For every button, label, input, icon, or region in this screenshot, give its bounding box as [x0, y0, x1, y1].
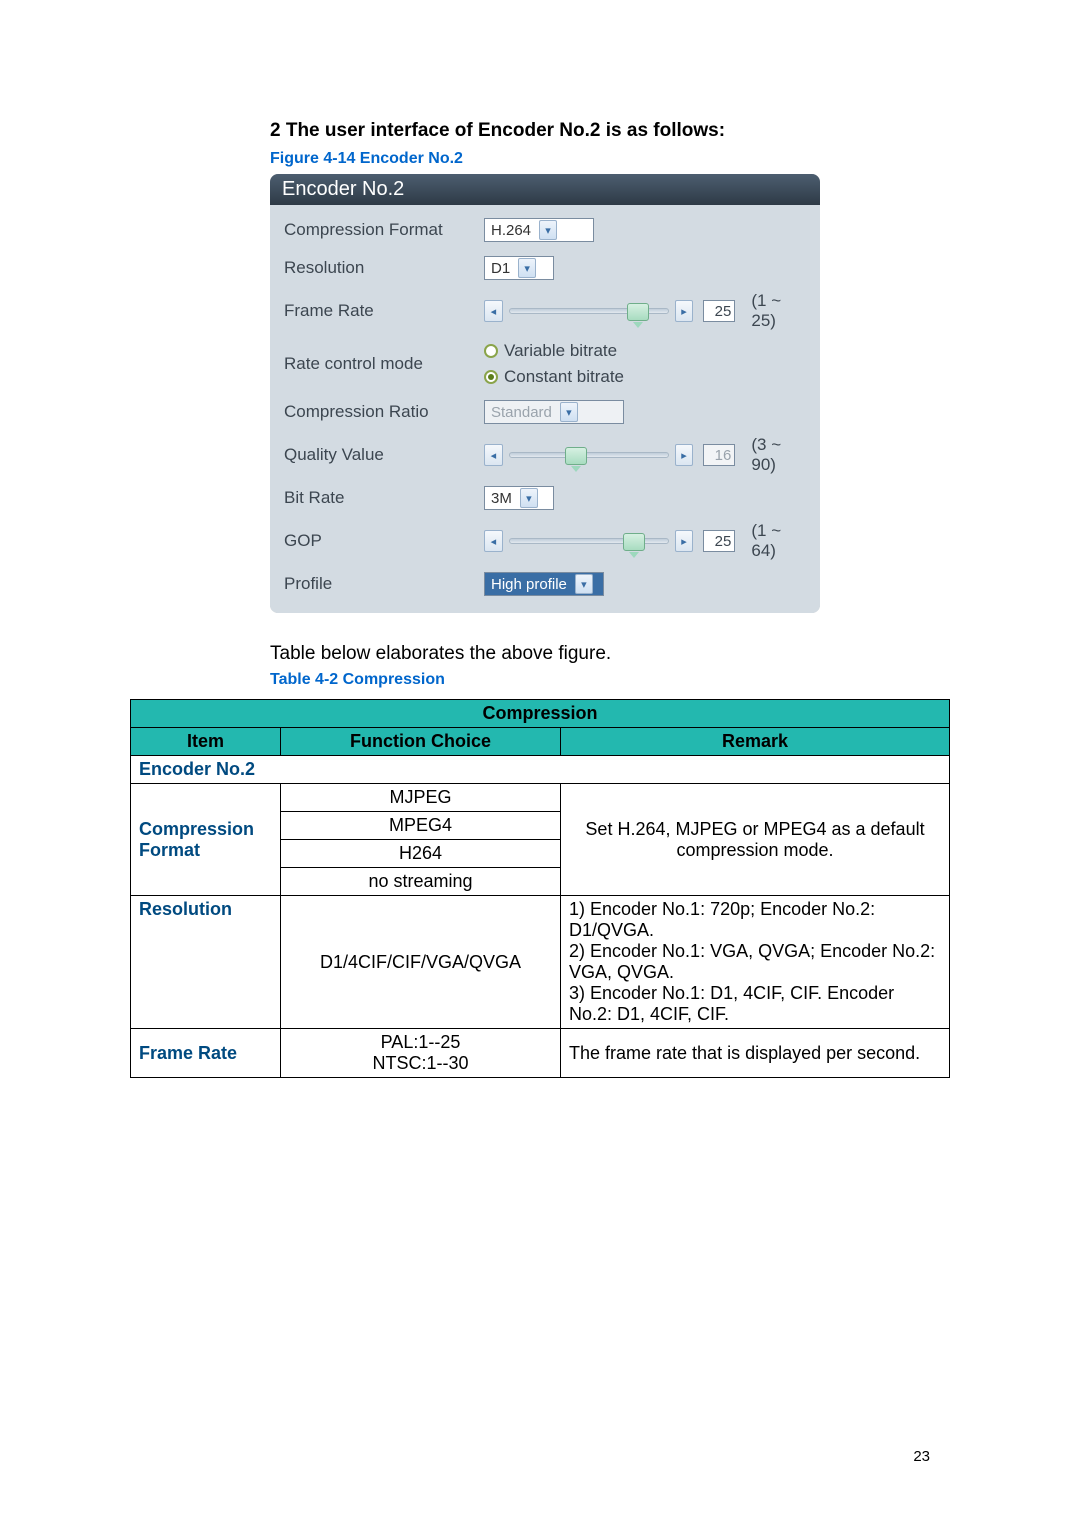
row-gop: GOP ◂ ▸ 25 (1 ~ 64)	[270, 517, 820, 565]
gop-range: (1 ~ 64)	[751, 521, 806, 561]
gop-slider[interactable]	[509, 530, 669, 552]
row-bit-rate: Bit Rate 3M ▾	[270, 479, 820, 517]
table-row: ResolutionD1/4CIF/CIF/VGA/QVGA1) Encoder…	[131, 896, 950, 1029]
quality-value: 16	[703, 444, 735, 466]
label-bit-rate: Bit Rate	[284, 488, 484, 508]
slider-decrement-button: ◂	[484, 444, 503, 466]
slider-thumb[interactable]	[623, 533, 645, 551]
select-profile[interactable]: High profile ▾	[484, 572, 604, 596]
select-resolution[interactable]: D1 ▾	[484, 256, 554, 280]
select-resolution-value: D1	[491, 260, 516, 277]
table-caption: Table 4-2 Compression	[270, 671, 950, 689]
row-frame-rate: Frame Rate ◂ ▸ 25 (1 ~ 25)	[270, 287, 820, 335]
radio-icon	[484, 344, 498, 358]
cell-function-choice: MPEG4	[281, 812, 561, 840]
cell-function-choice: MJPEG	[281, 784, 561, 812]
label-profile: Profile	[284, 574, 484, 594]
select-compression-ratio: Standard ▾	[484, 400, 624, 424]
table-row: Compression FormatMJPEGSet H.264, MJPEG …	[131, 784, 950, 812]
select-compression-ratio-value: Standard	[491, 404, 558, 421]
quality-slider	[509, 444, 669, 466]
slider-increment-button[interactable]: ▸	[675, 300, 694, 322]
label-resolution: Resolution	[284, 258, 484, 278]
cell-function-choice: H264	[281, 840, 561, 868]
panel-title: Encoder No.2	[270, 174, 820, 205]
select-profile-value: High profile	[491, 576, 573, 593]
body-text: Table below elaborates the above figure.	[270, 643, 950, 665]
row-compression-format: Compression Format H.264 ▾	[270, 211, 820, 249]
table-row: Frame RatePAL:1--25NTSC:1--30The frame r…	[131, 1029, 950, 1078]
cell-item: Resolution	[131, 896, 281, 1029]
encoder-panel: Encoder No.2 Compression Format H.264 ▾ …	[270, 174, 820, 613]
frame-rate-range: (1 ~ 25)	[751, 291, 806, 331]
slider-thumb[interactable]	[627, 303, 649, 321]
slider-decrement-button[interactable]: ◂	[484, 300, 503, 322]
radio-variable-bitrate[interactable]: Variable bitrate	[484, 341, 624, 361]
cell-function-choice: PAL:1--25NTSC:1--30	[281, 1029, 561, 1078]
select-compression-format[interactable]: H.264 ▾	[484, 218, 594, 242]
label-compression-format: Compression Format	[284, 220, 484, 240]
gop-value[interactable]: 25	[703, 530, 735, 552]
radio-constant-bitrate[interactable]: Constant bitrate	[484, 367, 624, 387]
frame-rate-value[interactable]: 25	[703, 300, 735, 322]
select-bit-rate-value: 3M	[491, 490, 518, 507]
chevron-down-icon[interactable]: ▾	[539, 220, 557, 240]
frame-rate-slider[interactable]	[509, 300, 669, 322]
chevron-down-icon[interactable]: ▾	[575, 574, 593, 594]
select-compression-format-value: H.264	[491, 222, 537, 239]
slider-increment-button: ▸	[675, 444, 694, 466]
col-function-choice: Function Choice	[281, 728, 561, 756]
cell-item: Frame Rate	[131, 1029, 281, 1078]
row-quality-value: Quality Value ◂ ▸ 16 (3 ~ 90)	[270, 431, 820, 479]
cell-remark: Set H.264, MJPEG or MPEG4 as a default c…	[561, 784, 950, 896]
section-heading: 2 The user interface of Encoder No.2 is …	[270, 120, 950, 142]
cell-function-choice: no streaming	[281, 868, 561, 896]
row-rate-control: Rate control mode Variable bitrate Const…	[270, 335, 820, 393]
radio-constant-bitrate-label: Constant bitrate	[504, 367, 624, 387]
chevron-down-icon: ▾	[560, 402, 578, 422]
figure-caption: Figure 4-14 Encoder No.2	[270, 150, 950, 168]
label-quality-value: Quality Value	[284, 445, 484, 465]
row-profile: Profile High profile ▾	[270, 565, 820, 603]
slider-thumb	[565, 447, 587, 465]
quality-range: (3 ~ 90)	[751, 435, 806, 475]
table-section: Encoder No.2	[131, 756, 950, 784]
chevron-down-icon[interactable]: ▾	[518, 258, 536, 278]
row-resolution: Resolution D1 ▾	[270, 249, 820, 287]
col-remark: Remark	[561, 728, 950, 756]
label-rate-control: Rate control mode	[284, 354, 484, 374]
table-title: Compression	[131, 700, 950, 728]
chevron-down-icon[interactable]: ▾	[520, 488, 538, 508]
cell-item: Compression Format	[131, 784, 281, 896]
col-item: Item	[131, 728, 281, 756]
row-compression-ratio: Compression Ratio Standard ▾	[270, 393, 820, 431]
cell-function-choice: D1/4CIF/CIF/VGA/QVGA	[281, 896, 561, 1029]
radio-variable-bitrate-label: Variable bitrate	[504, 341, 617, 361]
slider-decrement-button[interactable]: ◂	[484, 530, 503, 552]
label-gop: GOP	[284, 531, 484, 551]
cell-remark: 1) Encoder No.1: 720p; Encoder No.2: D1/…	[561, 896, 950, 1029]
panel-body: Compression Format H.264 ▾ Resolution D1…	[270, 205, 820, 613]
select-bit-rate[interactable]: 3M ▾	[484, 486, 554, 510]
label-frame-rate: Frame Rate	[284, 301, 484, 321]
cell-remark: The frame rate that is displayed per sec…	[561, 1029, 950, 1078]
radio-icon	[484, 370, 498, 384]
compression-table: Compression Item Function Choice Remark …	[130, 699, 950, 1078]
label-compression-ratio: Compression Ratio	[284, 402, 484, 422]
slider-increment-button[interactable]: ▸	[675, 530, 694, 552]
page-number: 23	[913, 1448, 930, 1465]
